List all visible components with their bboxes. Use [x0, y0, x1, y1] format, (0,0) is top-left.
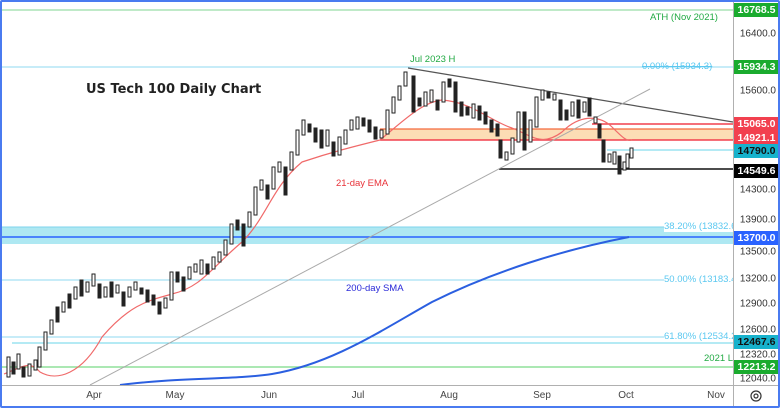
- descending-trendline: [407, 67, 733, 123]
- price-badge-low-2021: 12213.2: [734, 360, 778, 374]
- month-tick: Oct: [618, 390, 634, 401]
- month-tick: Aug: [440, 390, 458, 401]
- fib-618-label: 61.80% (12534.2): [664, 331, 740, 342]
- price-tick: 15600.0: [739, 85, 776, 97]
- price-badge-ath: 16768.5: [734, 3, 778, 17]
- ema-label: 21-day EMA: [336, 178, 389, 189]
- chart-canvas: [2, 9, 733, 385]
- price-tick: 13200.0: [739, 273, 776, 285]
- price-badge-fib0: 15934.3: [734, 60, 778, 74]
- price-axis[interactable]: 16400.0 15600.0 14300.0 13900.0 13500.0 …: [733, 2, 778, 406]
- low-2021-label: 2021 L: [704, 353, 734, 364]
- price-tick: 12320.0: [739, 349, 776, 361]
- fib-0-label: 0.00% (15934.3): [642, 61, 713, 72]
- month-tick: Sep: [533, 390, 551, 401]
- month-tick: Jun: [260, 390, 278, 401]
- time-axis[interactable]: Apr May Jun Jul Aug Sep Oct Nov: [2, 385, 733, 406]
- price-tick: 16400.0: [739, 28, 776, 40]
- ath-label: ATH (Nov 2021): [650, 12, 718, 23]
- sma-200-line: [119, 236, 630, 385]
- month-tick: May: [165, 390, 185, 401]
- price-tick: 12900.0: [739, 298, 776, 310]
- price-badge-fib-level: 12467.6: [734, 335, 778, 349]
- plot-area[interactable]: US Tech 100 Daily Chart ATH (Nov 2021) 0…: [2, 2, 740, 385]
- month-tick: Apr: [86, 390, 102, 401]
- ascending-trendline: [89, 88, 651, 385]
- price-badge-band: 13700.0: [734, 231, 778, 245]
- resistance-zone: [380, 129, 733, 140]
- gear-icon[interactable]: [749, 389, 763, 403]
- price-tick: 13900.0: [739, 214, 776, 226]
- sma-label: 200-day SMA: [346, 283, 404, 294]
- chart-title: US Tech 100 Daily Chart: [86, 82, 262, 97]
- price-badge-support: 14549.6: [734, 164, 778, 178]
- price-tick: 14300.0: [739, 184, 776, 196]
- price-badge-resistance-top: 15065.0: [734, 117, 778, 131]
- month-tick: Nov: [707, 390, 725, 401]
- jul-high-label: Jul 2023 H: [410, 54, 456, 65]
- support-band: [2, 227, 733, 244]
- price-tick: 12040.0: [739, 373, 776, 385]
- month-tick: Jul: [351, 390, 365, 401]
- price-badge-current: 14790.0: [734, 144, 778, 158]
- ema-21-line: [3, 99, 633, 377]
- price-badge-resistance-bottom: 14921.1: [734, 131, 778, 145]
- price-tick: 13500.0: [739, 246, 776, 258]
- candles: [6, 71, 634, 378]
- axis-corner: [733, 385, 778, 406]
- fib-50-label: 50.00% (13183.4): [664, 274, 740, 285]
- fib-382-label: 38.20% (13832.6): [664, 221, 740, 232]
- price-tick: 12600.0: [739, 324, 776, 336]
